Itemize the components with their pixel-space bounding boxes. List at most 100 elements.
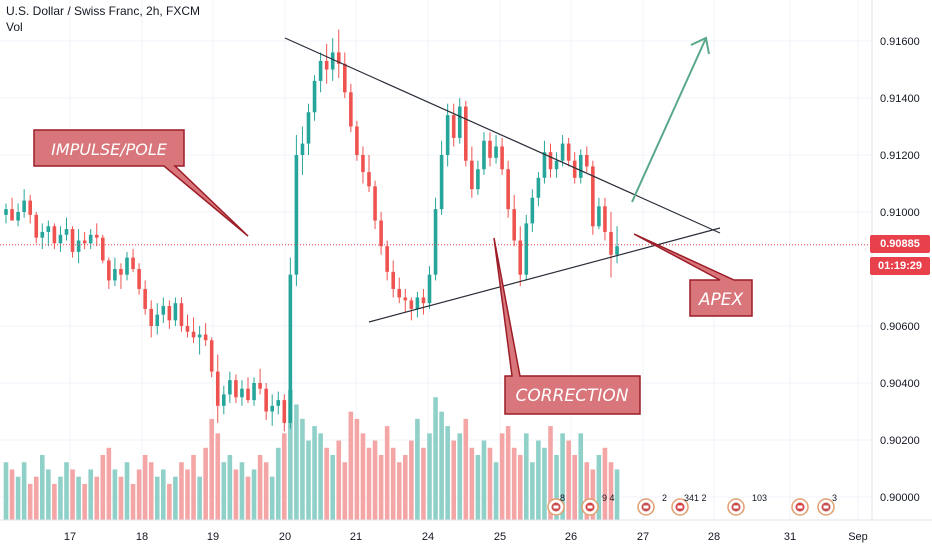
time-tick-label: 18 (136, 531, 148, 543)
breakout-projection[interactable] (631, 36, 710, 203)
volume-bar (179, 462, 184, 520)
candle-body (330, 52, 335, 70)
event-marker[interactable] (727, 498, 745, 516)
volume-bar (46, 469, 51, 520)
candle-body (500, 146, 504, 170)
candle-body (524, 223, 529, 275)
volume-bar (251, 469, 257, 520)
volume-bar (3, 462, 9, 520)
candle-body (215, 371, 220, 406)
candle-body (312, 80, 317, 113)
candle-body (397, 288, 402, 298)
volume-bar (227, 455, 233, 520)
volume-bar (33, 476, 39, 520)
candle-body (615, 246, 619, 255)
volume-bar (378, 455, 384, 520)
candle-body (222, 394, 226, 406)
candle-body (185, 326, 190, 332)
candle-body (530, 197, 535, 224)
candle-body (276, 400, 281, 406)
event-marker[interactable] (547, 498, 565, 516)
candle-body (542, 152, 547, 178)
volume-indicator-label[interactable]: Vol (6, 20, 23, 34)
candle-body (131, 257, 135, 269)
volume-bar (536, 440, 541, 520)
candle-body (252, 383, 256, 401)
candle-body (506, 169, 510, 210)
candle-body (572, 160, 577, 178)
volume-bar (354, 418, 360, 520)
volume-bar (173, 476, 178, 520)
apex-callout-text: APEX (698, 290, 744, 310)
volume-bar (608, 462, 614, 520)
event-marker[interactable] (637, 498, 655, 516)
upper-trendline[interactable] (284, 37, 721, 234)
event-marker[interactable] (671, 498, 689, 516)
volume-bar (390, 447, 396, 520)
candle-body (82, 240, 87, 244)
candle-body (367, 172, 371, 187)
candle-body (143, 288, 147, 309)
candle-body (10, 209, 14, 221)
volume-bar (288, 390, 293, 520)
price-tick-label: 0.91400 (880, 93, 920, 105)
time-tick-label: Sep (848, 531, 868, 543)
volume-bar (203, 447, 208, 520)
candle-body (125, 257, 129, 275)
event-marker[interactable] (817, 498, 835, 516)
volume-bar (263, 462, 269, 520)
volume-bar (70, 469, 75, 520)
lower-trendline[interactable] (368, 227, 721, 323)
candle-body (512, 209, 516, 241)
candle-body (597, 206, 601, 227)
volume-bar (76, 476, 81, 520)
correction-callout[interactable]: CORRECTION (493, 237, 641, 415)
volume-bar (197, 476, 202, 520)
event-count-label: 341 2 (684, 493, 707, 503)
volume-bar (88, 469, 93, 520)
volume-bar (554, 455, 559, 520)
volume-bar (372, 440, 378, 520)
countdown-badge: 01:19:29 (870, 257, 930, 275)
candle-body (70, 229, 75, 252)
candle-body (433, 209, 438, 275)
candle-body (240, 388, 244, 398)
candle-body (197, 334, 202, 338)
time-axis[interactable]: 17 18 19 20 21 24 25 26 27 28 31 Sep (0, 519, 932, 543)
candle-body (52, 226, 57, 244)
correction-callout-text: CORRECTION (516, 386, 629, 406)
volume-bar (336, 440, 342, 520)
volume-bar (221, 462, 227, 520)
volume-bar (239, 462, 245, 520)
volume-bar (64, 462, 69, 520)
volume-bar (233, 469, 239, 520)
candle-body (155, 314, 160, 326)
volume-bar (282, 433, 287, 520)
event-marker[interactable] (581, 498, 599, 516)
candle-body (566, 143, 571, 161)
volume-bar (542, 447, 547, 520)
candle-body (228, 380, 232, 395)
volume-bar (548, 426, 553, 520)
volume-bar (342, 462, 348, 520)
candle-body (609, 231, 613, 255)
time-tick-label: 24 (422, 531, 434, 543)
volume-bar (463, 418, 469, 520)
volume-bar (52, 483, 57, 520)
apex-callout[interactable]: APEX (633, 233, 753, 317)
event-count-label: 103 (752, 493, 767, 503)
symbol-title[interactable]: U.S. Dollar / Swiss Franc, 2h, FXCM (6, 4, 201, 18)
impulse-callout[interactable]: IMPULSE/POLE (33, 129, 249, 237)
volume-bar (306, 440, 311, 520)
candles (4, 29, 619, 432)
candle-body (4, 209, 8, 215)
event-marker[interactable] (791, 498, 809, 516)
volume-bars (3, 390, 620, 520)
economic-events[interactable]: 8 9 4 2 341 2 103 3 (547, 493, 837, 516)
volume-bar (457, 433, 463, 520)
time-tick-label: 31 (784, 531, 796, 543)
volume-bar (511, 447, 517, 520)
time-tick-label: 28 (708, 531, 720, 543)
candle-body (270, 405, 274, 412)
